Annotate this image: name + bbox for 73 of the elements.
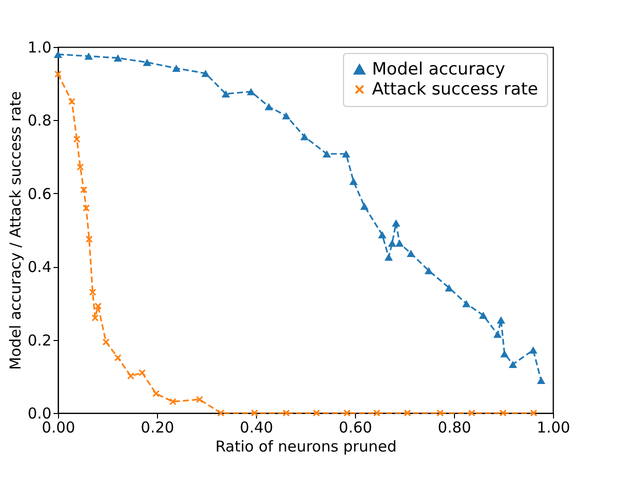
point (89, 288, 96, 296)
point (360, 202, 369, 210)
point (94, 302, 102, 310)
point (201, 70, 210, 77)
point (68, 98, 76, 106)
point (312, 409, 320, 417)
point (86, 236, 93, 243)
point (84, 52, 93, 60)
point (250, 409, 258, 417)
point (246, 88, 256, 96)
y-tick-label: 0.4 (28, 258, 52, 276)
x-axis-title: Ratio of neurons pruned (215, 438, 397, 456)
point (479, 312, 488, 319)
x-tick-label: 0.20 (140, 418, 174, 436)
point (444, 284, 454, 292)
y-tick-label: 0.2 (28, 331, 52, 350)
point (322, 150, 331, 158)
point (114, 354, 122, 362)
point (300, 133, 309, 140)
point (500, 350, 509, 358)
point (499, 409, 507, 417)
point (378, 231, 386, 238)
point (373, 409, 380, 417)
legend-label: Attack success rate (372, 80, 538, 100)
y-tick-label: 1.0 (28, 38, 52, 56)
point (196, 396, 204, 404)
point (92, 314, 99, 322)
point (496, 316, 506, 324)
point (152, 390, 160, 398)
point (73, 136, 80, 143)
point (384, 253, 393, 261)
point (222, 90, 230, 98)
point (282, 112, 290, 120)
point (342, 150, 350, 158)
point (138, 369, 146, 376)
point (392, 219, 400, 227)
point (54, 50, 62, 58)
point (436, 409, 444, 417)
point (172, 64, 180, 72)
point (344, 409, 351, 417)
point (217, 409, 224, 417)
point (82, 204, 90, 212)
point (80, 186, 88, 194)
point (508, 360, 518, 368)
x-tick-label: 0.40 (240, 418, 274, 436)
point (142, 58, 152, 66)
point (536, 376, 546, 384)
point (468, 409, 476, 417)
legend-label: Model accuracy (372, 60, 506, 80)
point (493, 330, 502, 338)
point (462, 300, 471, 308)
x-tick-label: 0.60 (338, 418, 372, 436)
point (424, 267, 433, 274)
point (388, 240, 396, 247)
y-axis-title: Model accuracy / Attack success rate (6, 91, 25, 370)
point (114, 54, 122, 62)
point (406, 250, 416, 258)
point (127, 372, 134, 380)
point (529, 346, 538, 354)
point (54, 70, 62, 78)
x-tick-label: 1.00 (536, 418, 570, 436)
y-tick-label: 0.8 (28, 112, 52, 130)
point (76, 163, 84, 171)
point (349, 178, 358, 185)
point (282, 409, 290, 417)
point (102, 338, 110, 346)
point (264, 103, 274, 110)
point (169, 398, 176, 406)
point (404, 409, 412, 417)
point (395, 240, 404, 247)
point (530, 409, 538, 417)
y-tick-label: 0.6 (28, 184, 52, 203)
x-tick-label: 0.80 (438, 418, 472, 436)
